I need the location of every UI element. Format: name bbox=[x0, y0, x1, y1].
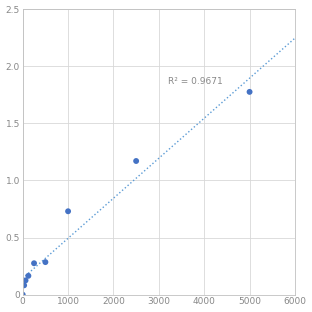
Point bbox=[134, 158, 139, 163]
Point bbox=[20, 292, 25, 297]
Point bbox=[43, 260, 48, 265]
Point bbox=[247, 89, 252, 94]
Point bbox=[23, 278, 28, 283]
Point bbox=[66, 209, 71, 214]
Text: R² = 0.9671: R² = 0.9671 bbox=[168, 77, 223, 86]
Point bbox=[26, 273, 31, 278]
Point bbox=[32, 261, 37, 266]
Point bbox=[22, 283, 27, 288]
